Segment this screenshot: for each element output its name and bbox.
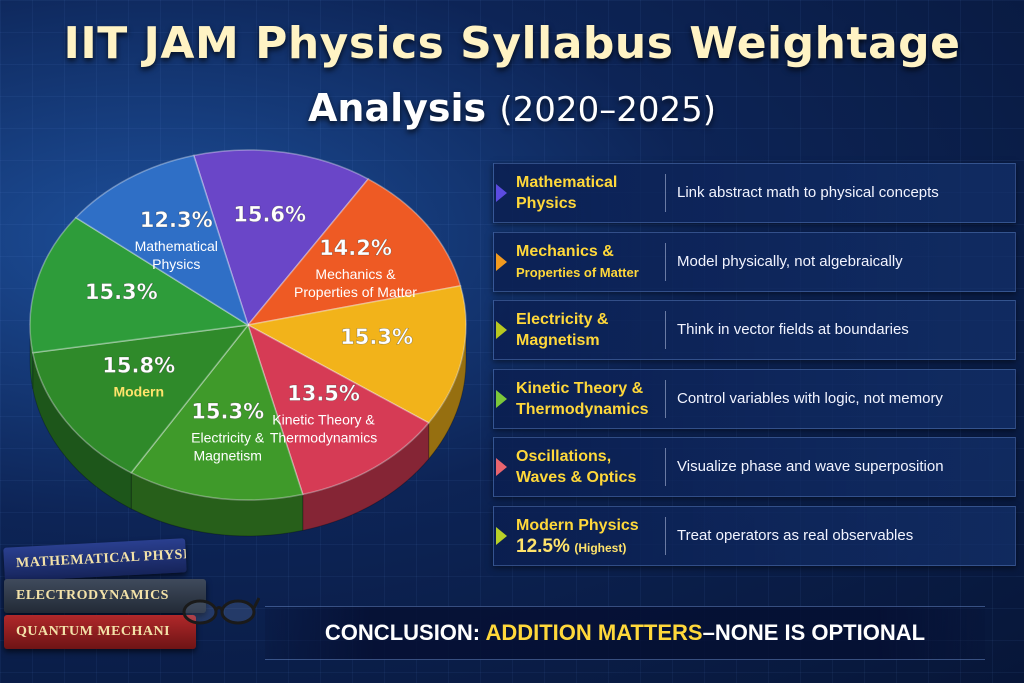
- book-quantum-mechanics: QUANTUM MECHANI: [4, 615, 196, 649]
- page-title: IIT JAM Physics Syllabus Weightage: [63, 18, 961, 69]
- arrow-icon: [496, 252, 507, 271]
- slice-value-label: 13.5%: [287, 382, 360, 406]
- slice-category-label: Physics: [152, 256, 200, 272]
- slice-value-label: 12.3%: [140, 208, 213, 232]
- topic-row-modern-physics: Modern Physics 12.5% (Highest) Treat ope…: [493, 505, 1016, 566]
- topic-row-electricity-magnetism: Electricity & Magnetism Think in vector …: [493, 300, 1016, 360]
- divider: [665, 448, 666, 486]
- slice-value-label: 15.3%: [340, 325, 413, 349]
- page-subtitle: Analysis (2020–2025): [0, 86, 1024, 130]
- slice-category-label: Properties of Matter: [294, 284, 417, 300]
- pie-slice: [74, 154, 250, 327]
- topic-name-line2: Thermodynamics: [516, 400, 649, 418]
- arrow-icon: [496, 389, 507, 408]
- slice-category-label: Electricity &: [191, 430, 265, 446]
- topic-name-line1: Kinetic Theory &: [516, 379, 644, 397]
- topic-row-mathematical-physics: Mathematical Physics Link abstract math …: [493, 163, 1016, 223]
- topic-row-mechanics: Mechanics & Properties of Matter Model p…: [493, 231, 1016, 292]
- topic-row-kinetic-theory: Kinetic Theory & Thermodynamics Control …: [493, 368, 1016, 429]
- book-electrodynamics: ELECTRODYNAMICS: [4, 579, 206, 613]
- divider: [665, 311, 666, 349]
- conclusion-banner: CONCLUSION: ADDITION MATTERS–NONE IS OPT…: [265, 606, 985, 660]
- conclusion-lead: CONCLUSION:: [324, 620, 481, 645]
- topic-name-line2: Properties of Matter: [516, 264, 639, 280]
- slice-value-label: 15.3%: [85, 280, 158, 304]
- slice-category-label: Kinetic Theory &: [272, 412, 375, 428]
- divider: [665, 516, 666, 555]
- pie-slice: [246, 323, 430, 496]
- pie-slice: [130, 323, 304, 501]
- slice-category-label: Mathematical: [135, 238, 218, 254]
- slice-category-label: Thermodynamics: [270, 430, 377, 446]
- topic-tip: Treat operators as real observables: [677, 526, 914, 544]
- conclusion-tail: –NONE IS OPTIONAL: [702, 620, 926, 645]
- topic-name-line2: Physics: [516, 195, 577, 212]
- pie-slice: [246, 178, 462, 327]
- arrow-icon: [496, 321, 507, 339]
- topic-tip: Link abstract math to physical concepts: [677, 184, 939, 201]
- arrow-icon: [496, 184, 507, 202]
- topic-tip: Control variables with logic, not memory: [677, 389, 943, 407]
- conclusion-highlight: ADDITION MATTERS: [485, 620, 703, 645]
- topic-percent: 12.5%: [516, 535, 570, 557]
- topic-name-line1: Mathematical: [516, 174, 618, 191]
- topic-name: Electricity & Magnetism: [516, 309, 664, 351]
- arrow-icon: [496, 458, 507, 476]
- topic-name-line1: Electricity &: [516, 311, 609, 328]
- topic-tip: Visualize phase and wave superposition: [677, 458, 944, 475]
- topic-name: Kinetic Theory & Thermodynamics: [516, 378, 664, 420]
- divider: [665, 242, 666, 281]
- subtitle-years: (2020–2025): [499, 90, 716, 130]
- topic-name-line1: Oscillations,: [516, 448, 612, 465]
- topic-name: Mechanics & Properties of Matter: [516, 241, 664, 283]
- topic-name-line2: Magnetism: [516, 332, 600, 349]
- slice-category-label: Magnetism: [193, 448, 261, 464]
- topic-name: Modern Physics 12.5% (Highest): [516, 515, 664, 559]
- topic-note: (Highest): [574, 540, 627, 555]
- pie-slice: [31, 324, 250, 474]
- topic-name-line1: Mechanics &: [516, 242, 614, 260]
- topic-row-oscillations: Oscillations, Waves & Optics Visualize p…: [493, 437, 1016, 497]
- slice-value-label: 15.8%: [102, 354, 175, 378]
- pie-slice: [192, 149, 370, 327]
- glasses-icon: [182, 597, 260, 625]
- book-mathematical-physics: MATHEMATICAL PHYSICS: [3, 538, 187, 582]
- topic-tip: Model physically, not algebraically: [677, 252, 903, 270]
- slice-value-label: 15.3%: [191, 400, 264, 424]
- divider: [665, 379, 666, 418]
- topic-tip: Think in vector fields at boundaries: [677, 321, 909, 338]
- pie-slice: [29, 216, 251, 354]
- slice-category-label: Modern: [113, 384, 164, 400]
- topic-list: Mathematical Physics Link abstract math …: [493, 163, 1016, 574]
- divider: [665, 174, 666, 212]
- slice-value-label: 15.6%: [233, 202, 306, 226]
- arrow-icon: [496, 526, 507, 545]
- topic-name: Oscillations, Waves & Optics: [516, 446, 664, 488]
- book-stack: MATHEMATICAL PHYSICS ELECTRODYNAMICS QUA…: [0, 535, 240, 683]
- topic-name-line1: Modern Physics: [516, 516, 639, 534]
- topic-name: Mathematical Physics: [516, 172, 664, 214]
- slice-category-label: Mechanics &: [315, 266, 396, 282]
- subtitle-text: Analysis: [308, 86, 487, 130]
- pie-slice: [245, 284, 467, 424]
- topic-name-line2: Waves & Optics: [516, 469, 637, 486]
- slice-value-label: 14.2%: [319, 236, 392, 260]
